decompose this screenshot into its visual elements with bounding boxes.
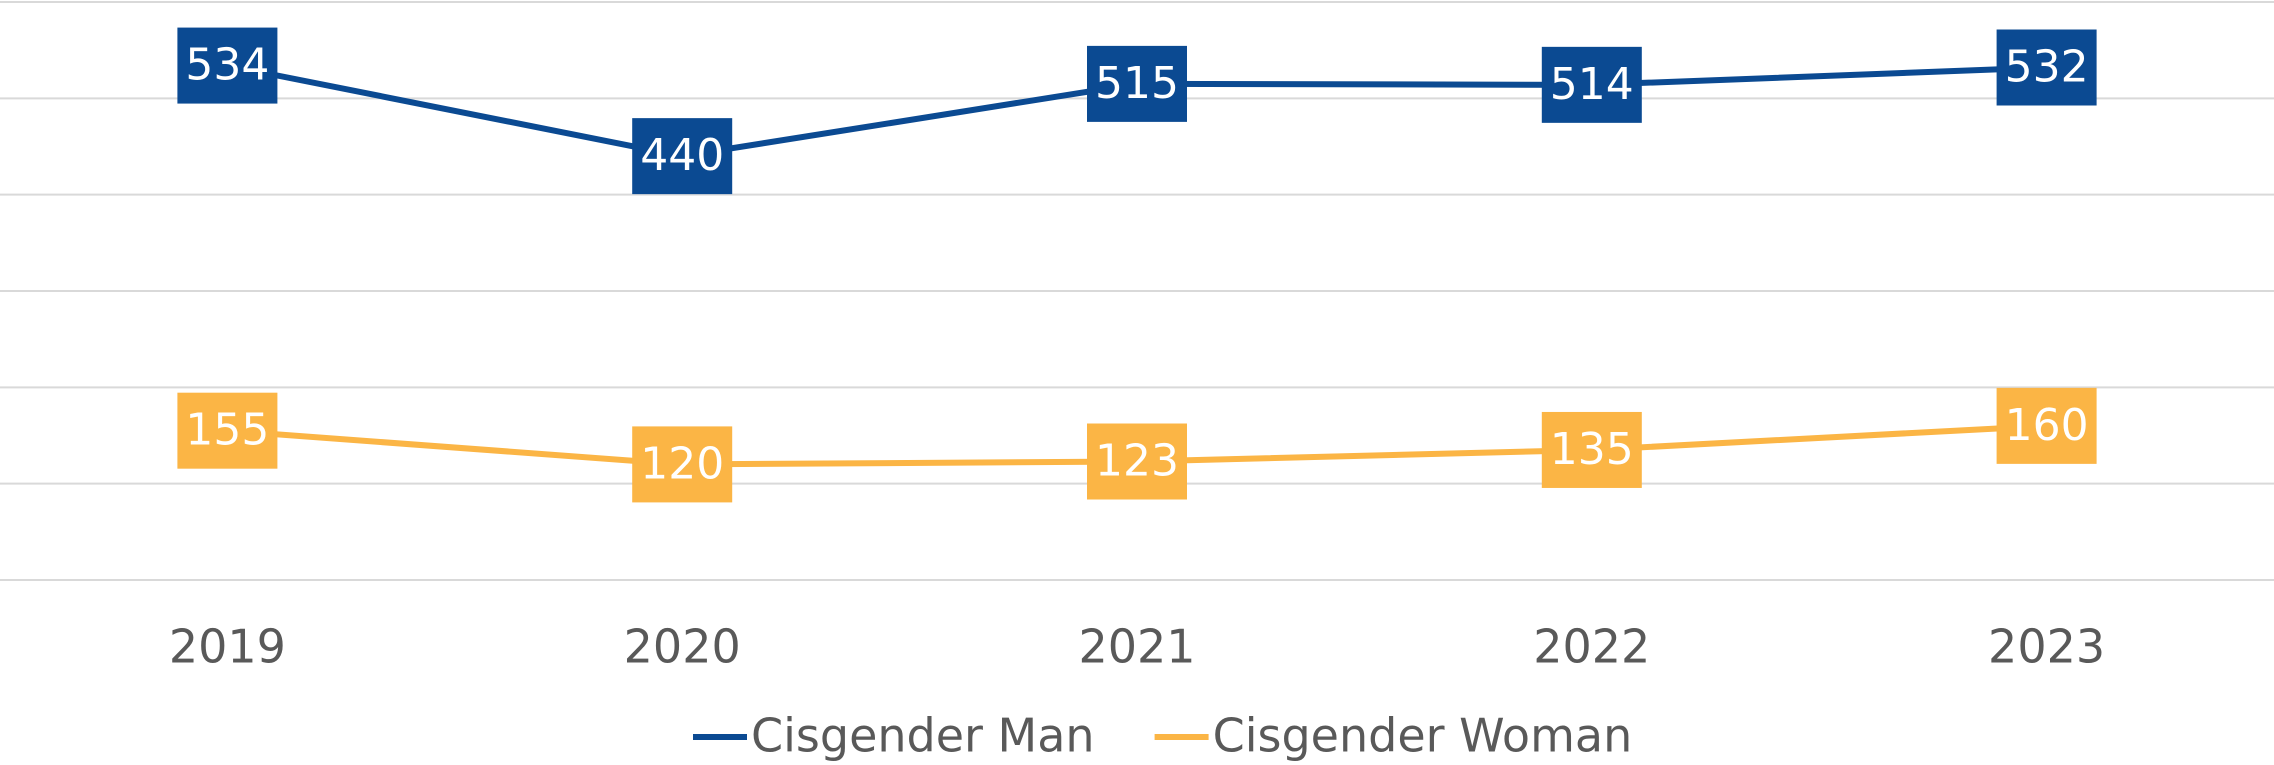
legend-label: Cisgender Woman — [1213, 709, 1633, 763]
data-label-box — [177, 27, 278, 104]
data-label: 120 — [640, 438, 724, 489]
x-tick-label: 2019 — [169, 620, 286, 674]
data-label: 515 — [1095, 58, 1179, 109]
data-label-box — [1996, 387, 2097, 464]
x-tick-label: 2022 — [1533, 620, 1650, 674]
data-label: 534 — [185, 40, 269, 91]
data-label: 160 — [2005, 400, 2089, 451]
data-label-box — [632, 426, 733, 503]
data-label: 123 — [1095, 436, 1179, 487]
data-label: 514 — [1550, 59, 1634, 110]
data-label-box — [177, 392, 278, 469]
data-label: 440 — [640, 130, 724, 181]
x-tick-label: 2021 — [1078, 620, 1195, 674]
data-label: 135 — [1550, 424, 1634, 475]
data-label: 155 — [185, 405, 269, 456]
x-tick-label: 2020 — [624, 620, 741, 674]
data-label-box — [632, 118, 733, 195]
x-tick-label: 2023 — [1988, 620, 2105, 674]
data-label: 532 — [2005, 42, 2089, 93]
data-label-box — [1087, 423, 1187, 500]
data-label-box — [1996, 29, 2097, 106]
data-label-box — [1541, 411, 1642, 488]
data-label-box — [1087, 45, 1187, 122]
legend-label: Cisgender Man — [751, 709, 1095, 763]
data-label-box — [1541, 46, 1642, 123]
